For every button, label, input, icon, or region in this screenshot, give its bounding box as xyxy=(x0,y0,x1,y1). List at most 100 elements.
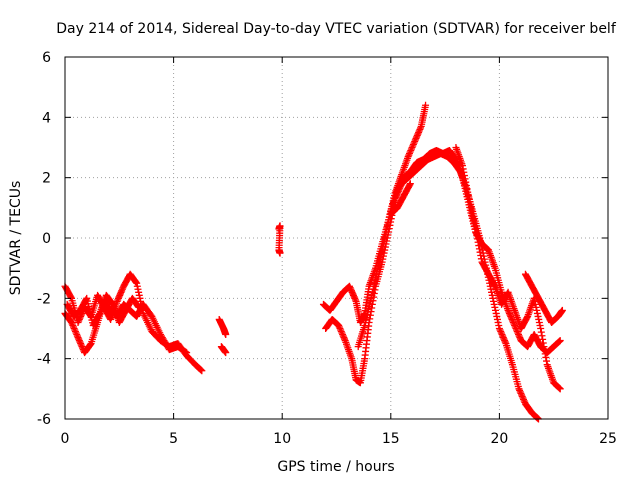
data-point xyxy=(73,332,81,340)
grid-lines xyxy=(65,57,608,419)
data-point xyxy=(366,315,374,323)
data-point xyxy=(491,303,499,311)
data-point xyxy=(222,331,230,339)
data-point xyxy=(336,325,344,332)
data-point xyxy=(466,198,474,206)
data-point xyxy=(537,328,545,336)
data-point xyxy=(339,332,347,340)
y-axis-label: SDTVAR / TECUs xyxy=(8,181,24,296)
data-point xyxy=(69,321,77,329)
data-point xyxy=(458,162,466,170)
data-point xyxy=(135,291,143,299)
series-trace-h xyxy=(322,150,542,423)
data-point xyxy=(382,231,390,239)
data-point xyxy=(468,207,476,215)
data-point xyxy=(183,349,191,357)
x-tick-label: 0 xyxy=(61,431,70,447)
data-point xyxy=(371,279,379,287)
data-point xyxy=(409,140,417,148)
plot-frame xyxy=(64,56,609,420)
data-point xyxy=(71,328,79,336)
data-point xyxy=(516,386,524,394)
data-point xyxy=(535,318,543,326)
data-point xyxy=(516,388,524,396)
data-point xyxy=(513,326,521,334)
data-point xyxy=(405,150,413,158)
data-point xyxy=(558,306,566,314)
y-tick-label: -4 xyxy=(37,352,51,368)
data-point xyxy=(542,353,550,361)
data-point xyxy=(73,331,81,339)
data-point xyxy=(459,165,467,173)
data-point xyxy=(413,131,421,139)
data-point xyxy=(538,332,546,340)
data-point xyxy=(71,326,79,334)
data-point xyxy=(82,296,90,304)
data-point xyxy=(537,325,545,332)
data-point xyxy=(541,346,549,354)
data-point xyxy=(415,127,423,135)
data-point xyxy=(68,320,76,328)
series-trace-i xyxy=(354,147,564,357)
data-point xyxy=(349,291,357,299)
data-point xyxy=(74,318,82,326)
data-point xyxy=(515,332,523,340)
data-point xyxy=(509,318,517,326)
y-tick-label: 6 xyxy=(42,50,51,66)
data-point xyxy=(340,334,348,342)
data-point xyxy=(404,153,412,161)
data-point xyxy=(412,134,420,142)
data-point xyxy=(276,249,284,257)
data-point xyxy=(118,287,126,295)
data-point xyxy=(411,137,419,145)
data-point xyxy=(505,308,513,316)
data-point xyxy=(476,248,484,256)
data-point xyxy=(222,349,230,357)
data-point xyxy=(518,391,526,399)
data-point xyxy=(465,195,473,203)
data-point xyxy=(67,293,75,301)
data-point xyxy=(464,188,472,196)
data-point xyxy=(470,219,478,227)
data-point xyxy=(349,290,357,298)
data-point xyxy=(491,306,499,314)
data-point xyxy=(504,306,512,314)
data-point xyxy=(114,294,122,302)
data-point xyxy=(405,151,413,159)
data-point xyxy=(385,213,393,221)
data-point xyxy=(384,219,392,227)
data-point xyxy=(75,335,83,343)
data-point xyxy=(350,293,358,301)
x-axis-label: GPS time / hours xyxy=(277,459,394,475)
data-point xyxy=(70,325,78,332)
series-trace-c xyxy=(63,291,143,329)
data-point xyxy=(134,302,142,310)
data-point xyxy=(493,312,501,320)
data-point xyxy=(72,329,80,337)
x-axis-ticks: 0 5 10 15 20 25 xyxy=(61,57,617,447)
data-point xyxy=(335,321,343,329)
data-point xyxy=(383,225,391,233)
data-point xyxy=(493,315,501,323)
data-point xyxy=(466,201,474,209)
data-point xyxy=(492,309,500,317)
data-point xyxy=(533,309,541,317)
data-point xyxy=(351,296,359,304)
data-point xyxy=(494,318,502,326)
data-point xyxy=(335,323,343,331)
data-point xyxy=(385,216,393,224)
data-point xyxy=(471,222,479,230)
data-point xyxy=(543,357,551,365)
data-point xyxy=(415,128,423,136)
data-point xyxy=(413,133,421,141)
x-tick-label: 25 xyxy=(599,431,617,447)
data-point xyxy=(371,276,379,284)
data-point xyxy=(474,238,482,246)
data-point xyxy=(460,172,468,180)
data-point xyxy=(496,326,504,334)
series-trace-d xyxy=(215,315,230,339)
data-point xyxy=(411,136,419,144)
data-point xyxy=(75,317,83,325)
data-point xyxy=(417,124,425,132)
